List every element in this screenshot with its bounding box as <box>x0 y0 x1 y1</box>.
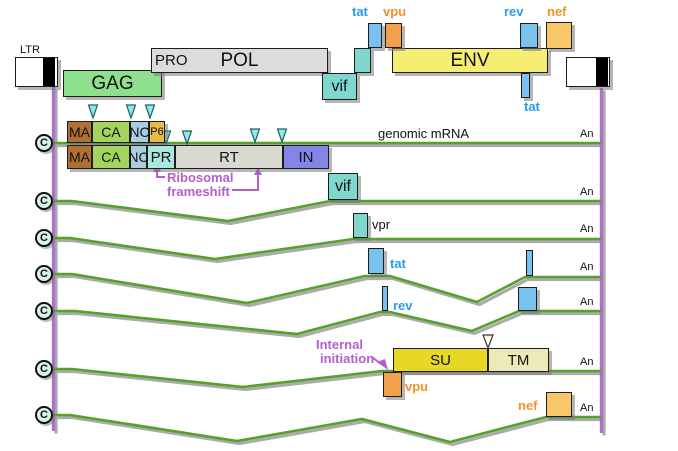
rev-mrna-label: rev <box>393 298 413 313</box>
gag-ca-box: CA <box>92 121 130 143</box>
cap-vif: C <box>35 192 53 210</box>
frameshift-annotation-line2: frameshift <box>167 184 230 199</box>
initiation-annotation-line2: initiation <box>320 351 375 366</box>
cap-env: C <box>35 360 53 378</box>
nef-mrna-label: nef <box>518 398 538 413</box>
gagpol-ma-box: MA <box>67 145 92 169</box>
rev-mrna-exon2-box <box>518 287 537 311</box>
initiation-annotation-line1: Internal <box>316 337 363 352</box>
polya-tat: An <box>580 261 594 273</box>
rev-exon1-box <box>520 23 538 48</box>
mrna-lines <box>52 141 601 444</box>
env-su-box: SU <box>393 348 488 372</box>
polya-genomic: An <box>580 128 594 140</box>
tat-mrna-exon1-box <box>368 248 384 274</box>
tat-gene-label: tat <box>352 4 368 19</box>
vpr-mrna-box <box>353 213 368 238</box>
vpr-mrna-label: vpr <box>372 217 391 232</box>
nef-gene-box <box>546 22 572 49</box>
ltr-right-box <box>566 57 610 87</box>
rev-mrna-exon1-box <box>382 286 388 311</box>
gag-label: GAG <box>91 72 134 94</box>
ltr-left-r-region <box>43 58 55 86</box>
env-label: ENV <box>450 49 490 71</box>
initiation-pointer-tip <box>377 359 388 370</box>
gagpol-ca-box: CA <box>92 145 130 169</box>
ltr-label: LTR <box>20 44 40 56</box>
vif-gene-box: vif <box>322 73 357 100</box>
vpu-mrna-label: vpu <box>405 379 429 394</box>
tat-exon2-box <box>521 73 530 98</box>
cap-rev: C <box>35 302 53 320</box>
vif-label: vif <box>331 77 348 95</box>
gag-ma-box: MA <box>67 121 92 143</box>
cap-nef: C <box>35 406 53 424</box>
polya-rev: An <box>580 296 594 308</box>
vpu-mrna-box <box>383 372 402 397</box>
ltr-right-r-region <box>596 58 608 86</box>
tat-exon2-label: tat <box>524 99 540 114</box>
pol-pr-box: PR <box>147 145 175 169</box>
polya-nef: An <box>580 402 594 414</box>
polya-env: An <box>580 356 594 368</box>
vif-mrna-box: vif <box>328 173 358 200</box>
vpu-gene-label: vpu <box>383 4 407 19</box>
nef-gene-label: nef <box>547 4 567 19</box>
gagpol-nc-box: NC <box>128 145 149 169</box>
env-tm-box: TM <box>488 348 549 372</box>
ltr-left-box <box>15 57 58 87</box>
polya-vif: An <box>580 186 594 198</box>
rev-gene-label: rev <box>504 4 524 19</box>
vpr-gene-box <box>354 48 371 73</box>
genomic-mrna-label: genomic mRNA <box>378 126 470 141</box>
pol-label: POL <box>220 49 259 71</box>
gag-p6-box: P6 <box>149 121 165 143</box>
frameshift-annotation-line1: Ribosomal <box>167 170 234 185</box>
su-tm-cleavage-arrow <box>482 334 494 350</box>
pro-label: PRO <box>155 52 188 69</box>
nef-mrna-box <box>546 392 572 417</box>
tat-exon1-box <box>368 23 382 48</box>
env-gene-box: ENV <box>392 48 548 73</box>
gag-gene-box: GAG <box>63 70 162 97</box>
polya-vpr: An <box>580 223 594 235</box>
vpu-gene-box <box>385 23 402 48</box>
ltr-backbone-lines <box>51 87 604 433</box>
cap-genomic: C <box>35 134 53 152</box>
cap-tat: C <box>35 265 53 283</box>
gag-nc-box: NC <box>129 121 150 143</box>
frameshift-pointer <box>156 171 259 191</box>
cap-vpr: C <box>35 229 53 247</box>
pol-rt-box: RT <box>175 145 283 169</box>
tat-mrna-exon2-box <box>526 250 533 276</box>
pro-pol-gene-box: PRO POL <box>151 48 328 73</box>
tat-mrna-label: tat <box>390 256 406 271</box>
pol-in-box: IN <box>283 145 329 169</box>
